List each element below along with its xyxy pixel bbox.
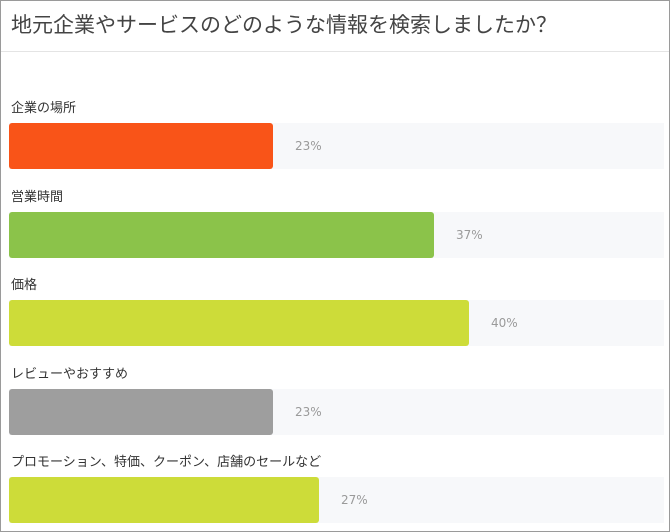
bar-item: 企業の場所 23% bbox=[1, 97, 669, 171]
bar bbox=[9, 211, 434, 258]
bar-item: プロモーション、特価、クーポン、店舗のセールなど 27% bbox=[1, 451, 669, 525]
bar bbox=[9, 477, 319, 523]
value-label: 27% bbox=[341, 493, 368, 507]
bar bbox=[9, 388, 273, 435]
bar-item: 価格 40% bbox=[1, 274, 669, 348]
bar-track: 23% bbox=[9, 123, 664, 169]
category-label: 価格 bbox=[11, 278, 38, 293]
category-label: 営業時間 bbox=[11, 189, 64, 205]
category-label: 企業の場所 bbox=[11, 101, 77, 116]
bar-track: 27% bbox=[9, 477, 664, 523]
bar-item: 営業時間 37% bbox=[1, 186, 669, 260]
category-label: プロモーション、特価、クーポン、店舗のセールなど bbox=[11, 455, 322, 470]
category-label: レビューやおすすめ bbox=[11, 366, 129, 382]
value-label: 40% bbox=[491, 316, 518, 330]
bar-track: 40% bbox=[9, 300, 664, 346]
bar bbox=[9, 123, 273, 169]
bar-item: レビューやおすすめ 23% bbox=[1, 363, 669, 437]
title-divider bbox=[1, 51, 669, 52]
bar-track: 37% bbox=[9, 211, 664, 258]
value-label: 37% bbox=[456, 227, 483, 242]
chart-title: 地元企業やサービスのどのような情報を検索しましたか？ bbox=[11, 13, 557, 37]
value-label: 23% bbox=[295, 139, 322, 153]
bar bbox=[9, 300, 469, 346]
bar-track: 23% bbox=[9, 388, 664, 435]
value-label: 23% bbox=[295, 404, 322, 419]
